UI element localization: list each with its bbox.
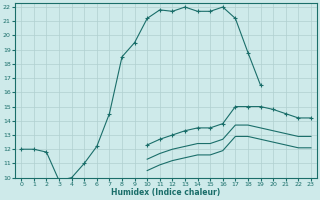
X-axis label: Humidex (Indice chaleur): Humidex (Indice chaleur) bbox=[111, 188, 221, 197]
